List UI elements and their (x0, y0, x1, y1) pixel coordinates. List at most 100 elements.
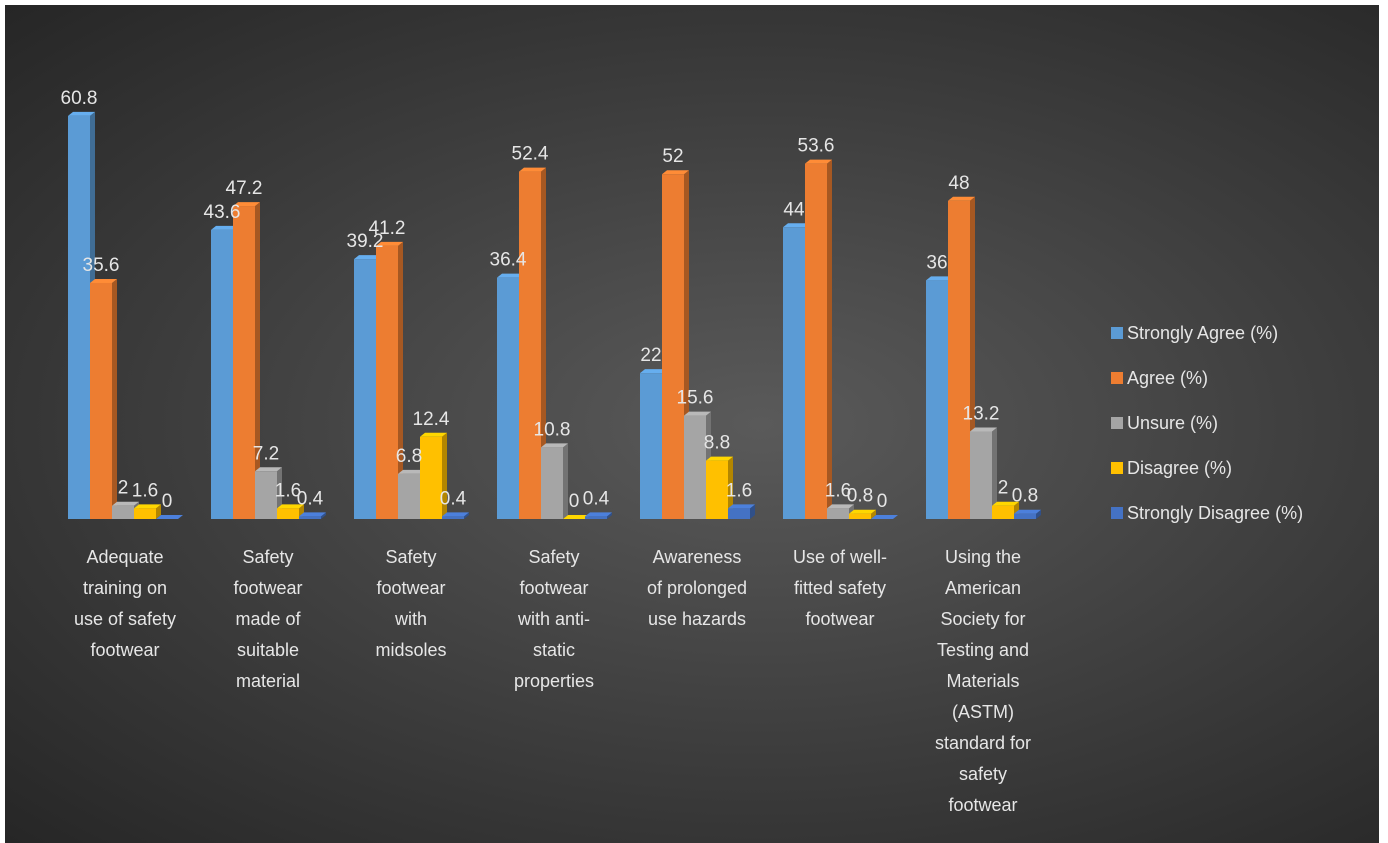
bar-top (233, 202, 260, 207)
bar-top (970, 427, 997, 432)
bar-front (277, 508, 299, 519)
bar-top (112, 501, 139, 506)
bar (376, 241, 403, 519)
bar-side (255, 202, 260, 519)
bar-top (563, 515, 590, 519)
data-label: 0 (569, 491, 580, 512)
chart-area: 60.8 35.6 2 1.6 0 43.6 47.2 7.2 1.6 0.4 39.2 41.2 6.… (5, 5, 1379, 843)
data-label: 0.8 (1012, 486, 1038, 507)
bar-side (321, 512, 326, 519)
bar (420, 432, 447, 519)
data-label: 52.4 (512, 144, 549, 165)
bar (970, 427, 997, 519)
legend-swatch (1111, 372, 1123, 384)
data-label: 1.6 (825, 480, 851, 501)
bar-side (112, 278, 117, 519)
bar-front (662, 174, 684, 520)
bar-front (541, 447, 563, 519)
bar-front (706, 460, 728, 519)
bar (563, 515, 590, 519)
bar-top (90, 278, 117, 283)
legend-label: Strongly Agree (%) (1127, 323, 1278, 343)
bar-top (156, 515, 183, 519)
data-label: 47.2 (226, 178, 263, 199)
bar-side (607, 512, 612, 519)
bar-side (871, 509, 876, 519)
bar (112, 501, 139, 519)
bar-top (662, 170, 689, 175)
bar-top (827, 504, 854, 509)
data-label: 1.6 (726, 480, 752, 501)
legend-swatch (1111, 507, 1123, 519)
bar-top (398, 469, 425, 474)
bar-top (1014, 509, 1041, 514)
bar-front (398, 473, 420, 519)
bar (90, 278, 117, 519)
bar (728, 504, 755, 519)
legend-item: Unsure (%) (1111, 413, 1218, 433)
bar-top (706, 456, 733, 461)
data-label: 44 (783, 199, 805, 220)
data-label: 13.2 (963, 403, 1000, 424)
bar-top (354, 255, 381, 260)
bar-top (541, 443, 568, 448)
bar-top (992, 501, 1019, 506)
bar-front (134, 508, 156, 519)
bar (134, 504, 161, 519)
bar-front (970, 431, 992, 519)
bar-front (442, 516, 464, 519)
data-label: 2 (118, 478, 129, 499)
data-label: 15.6 (677, 388, 714, 409)
category-label: Using the American Society for Testing and M… (935, 547, 1031, 815)
legend: Strongly Agree (%) Agree (%) Unsure (%) Dis… (1111, 323, 1303, 523)
bar-front (519, 171, 541, 519)
bar-front (783, 227, 805, 519)
data-label: 60.8 (61, 88, 98, 109)
data-label: 0.4 (297, 488, 324, 509)
bar-front (805, 163, 827, 519)
data-label: 22 (640, 345, 661, 366)
legend-item: Disagree (%) (1111, 458, 1232, 478)
data-label: 43.6 (204, 202, 241, 223)
data-label: 52 (662, 146, 683, 167)
data-label: 1.6 (275, 480, 301, 501)
legend-swatch (1111, 327, 1123, 339)
bar-front (948, 200, 970, 519)
bar (255, 467, 282, 519)
category-label: Use of well-fitted safety footwear (793, 547, 887, 629)
legend-label: Disagree (%) (1127, 458, 1232, 478)
bar-top (376, 241, 403, 246)
bar (992, 501, 1019, 519)
data-label: 36 (926, 252, 947, 273)
bar-top (497, 273, 524, 278)
bar-front (728, 508, 750, 519)
bar-front (233, 206, 255, 519)
data-label: 7.2 (253, 443, 279, 464)
bar-side (464, 512, 469, 519)
legend-label: Agree (%) (1127, 368, 1208, 388)
data-label: 48 (948, 173, 969, 194)
bar-front (90, 282, 112, 519)
data-label: 0.4 (440, 488, 467, 509)
legend-item: Strongly Agree (%) (1111, 323, 1278, 343)
bar-side (442, 432, 447, 519)
data-label: 53.6 (798, 136, 835, 157)
bar-top (68, 111, 95, 116)
bar-side (992, 427, 997, 519)
bar-front (1014, 513, 1036, 519)
bar-front (420, 436, 442, 519)
data-labels-layer: 60.835.62 1.6043.647.27.21.60.439.241.26.… (61, 88, 1039, 512)
bar-top (871, 515, 898, 519)
bar-top (684, 411, 711, 416)
bar-side (541, 167, 546, 519)
data-label: 36.4 (490, 250, 527, 271)
bar-front (926, 280, 948, 519)
bar-top (640, 369, 667, 374)
data-label: 41.2 (369, 218, 406, 239)
data-label: 2 (998, 478, 1009, 499)
bar-side (750, 504, 755, 519)
bar-top (783, 223, 810, 228)
bar-front (211, 229, 233, 519)
data-label: 1.6 (132, 480, 158, 501)
bar (541, 443, 568, 519)
